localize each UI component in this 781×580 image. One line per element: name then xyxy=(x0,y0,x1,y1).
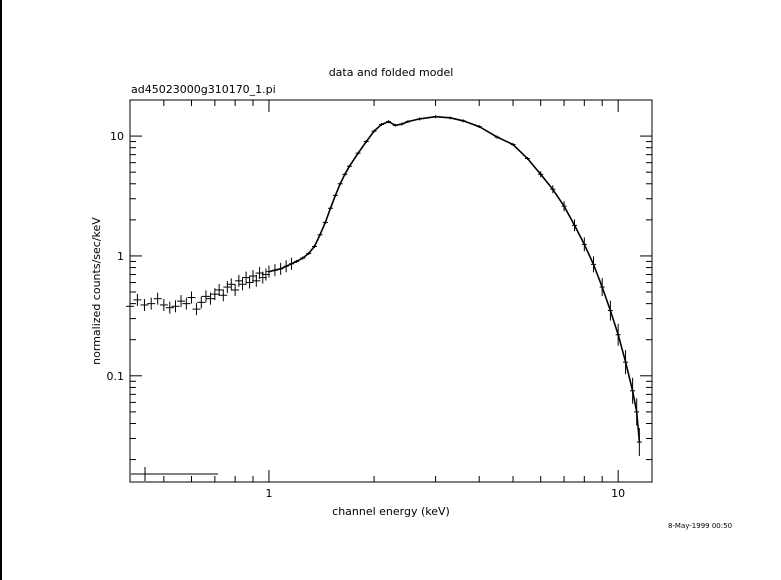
x-axis-label: channel energy (keV) xyxy=(332,505,450,518)
data-point xyxy=(126,300,134,313)
data-points xyxy=(126,115,642,457)
data-point xyxy=(182,297,191,310)
data-point xyxy=(227,278,236,291)
data-point xyxy=(197,296,206,309)
data-point xyxy=(215,283,224,296)
data-point xyxy=(165,301,174,314)
y-tick-label: 0.1 xyxy=(107,370,125,383)
data-point xyxy=(177,295,186,308)
y-axis-label: normalized counts/sec/keV xyxy=(90,217,103,365)
x-tick-label: 1 xyxy=(265,487,272,500)
data-point xyxy=(153,292,162,305)
axis-ticks xyxy=(129,99,652,482)
tick-labels: 1 10 0.1 1 10 xyxy=(107,130,626,500)
data-point xyxy=(252,274,261,287)
data-point xyxy=(234,274,243,287)
data-point xyxy=(192,303,201,316)
data-point xyxy=(159,298,168,311)
y-tick-label: 1 xyxy=(117,250,124,263)
data-point xyxy=(223,281,232,294)
data-point xyxy=(210,288,219,301)
data-point xyxy=(187,291,196,304)
data-point xyxy=(255,267,264,280)
window-left-border xyxy=(0,0,2,580)
data-point xyxy=(245,276,254,289)
data-point xyxy=(201,290,210,303)
chart-subtitle: ad45023000g310170_1.pi xyxy=(131,83,276,96)
data-point xyxy=(133,293,142,306)
data-point xyxy=(147,297,156,310)
data-point xyxy=(171,300,180,313)
date-stamp: 8-May-1999 00:50 xyxy=(668,522,732,530)
plot-frame xyxy=(129,99,653,483)
data-point xyxy=(140,298,149,311)
data-point xyxy=(242,271,251,284)
chart-title: data and folded model xyxy=(329,66,454,79)
folded-model-line xyxy=(268,115,641,443)
data-point xyxy=(206,292,215,305)
data-point xyxy=(231,283,240,296)
data-point xyxy=(248,270,257,283)
data-point xyxy=(219,289,228,302)
error-scale-marker xyxy=(131,467,218,481)
data-point xyxy=(238,278,247,291)
x-tick-label: 10 xyxy=(611,487,625,500)
y-tick-label: 10 xyxy=(110,130,124,143)
